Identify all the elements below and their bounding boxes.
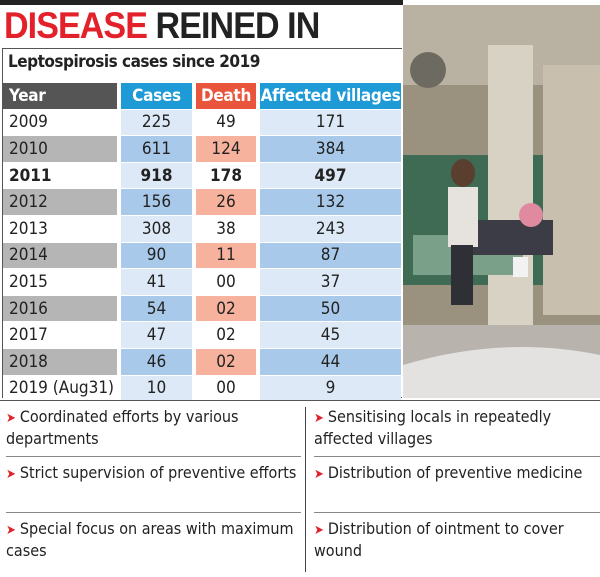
red-arrow-icon: ➤ <box>6 523 16 538</box>
red-arrow-icon: ➤ <box>6 411 16 426</box>
cell-year: 2018 <box>3 348 119 376</box>
measure-item: ➤ Strict supervision of preventive effort… <box>6 457 301 513</box>
measures-right: ➤ Sensitising locals in repeatedly affect… <box>314 401 600 569</box>
red-arrow-icon: ➤ <box>6 467 16 482</box>
cell-villages: 9 <box>256 375 401 403</box>
measure-text: Coordinated efforts by various departmen… <box>6 407 239 448</box>
cell-cases: 41 <box>117 268 194 296</box>
cell-death: 00 <box>192 268 258 296</box>
header-cases: Cases <box>117 83 194 110</box>
header-death: Death <box>192 83 258 110</box>
measure-text: Sensitising locals in repeatedly affecte… <box>314 407 552 448</box>
cell-cases: 90 <box>117 242 194 270</box>
cell-villages: 384 <box>256 135 401 163</box>
table-row: 2015 41 00 37 <box>3 268 401 296</box>
column-divider <box>305 407 306 572</box>
cell-year: 2012 <box>3 188 119 216</box>
cell-death: 38 <box>192 215 258 243</box>
cell-cases: 46 <box>117 348 194 376</box>
cell-cases: 611 <box>117 135 194 163</box>
headline: DISEASE REINED IN <box>4 5 321 46</box>
table-row: 2019 (Aug31) 10 00 9 <box>3 375 401 403</box>
hospital-photo <box>403 5 600 398</box>
table-row: 2016 54 02 50 <box>3 295 401 323</box>
top-rule <box>0 0 403 5</box>
red-arrow-icon: ➤ <box>314 523 324 538</box>
measure-item: ➤ Distribution of preventive medicine <box>314 457 600 513</box>
table-row: 2012 156 26 132 <box>3 188 401 216</box>
table-row: 2014 90 11 87 <box>3 242 401 270</box>
measure-item: ➤ Distribution of ointment to cover wound <box>314 513 600 569</box>
cell-cases: 156 <box>117 188 194 216</box>
cell-death: 02 <box>192 295 258 323</box>
cell-death: 26 <box>192 188 258 216</box>
cases-table: Year Cases Death Affected villages 2009 225 4… <box>3 83 401 403</box>
measure-text: Strict supervision of preventive efforts <box>19 463 297 482</box>
table-row: 2013 308 38 243 <box>3 215 401 243</box>
cell-death: 02 <box>192 348 258 376</box>
table-title: Leptospirosis cases since 2019 <box>8 52 260 72</box>
cell-villages: 44 <box>256 348 401 376</box>
cell-villages: 45 <box>256 321 401 349</box>
cell-death: 49 <box>192 109 258 137</box>
table-row: 2009 225 49 171 <box>3 109 401 137</box>
cell-year: 2013 <box>3 215 119 243</box>
cell-cases: 918 <box>117 162 194 190</box>
table-row: 2010 611 124 384 <box>3 135 401 163</box>
table-row: 2017 47 02 45 <box>3 321 401 349</box>
cell-villages: 497 <box>256 162 401 190</box>
cell-year: 2014 <box>3 242 119 270</box>
cell-villages: 87 <box>256 242 401 270</box>
cell-villages: 132 <box>256 188 401 216</box>
cell-cases: 54 <box>117 295 194 323</box>
cell-year: 2009 <box>3 109 119 137</box>
measure-item: ➤ Sensitising locals in repeatedly affect… <box>314 401 600 457</box>
measures-list: ➤ Coordinated efforts by various departme… <box>0 400 600 577</box>
cell-villages: 171 <box>256 109 401 137</box>
cell-year: 2017 <box>3 321 119 349</box>
cell-death: 178 <box>192 162 258 190</box>
cell-year: 2016 <box>3 295 119 323</box>
cell-year: 2019 (Aug31) <box>3 375 119 403</box>
header-year: Year <box>3 83 119 110</box>
cell-cases: 308 <box>117 215 194 243</box>
cell-year: 2015 <box>3 268 119 296</box>
measure-text: Distribution of ointment to cover wound <box>314 519 564 560</box>
headline-black: REINED IN <box>155 5 321 46</box>
cell-death: 124 <box>192 135 258 163</box>
red-arrow-icon: ➤ <box>314 411 324 426</box>
cell-villages: 243 <box>256 215 401 243</box>
table-row: 2018 46 02 44 <box>3 348 401 376</box>
cell-cases: 47 <box>117 321 194 349</box>
cell-villages: 37 <box>256 268 401 296</box>
measure-item: ➤ Coordinated efforts by various departme… <box>6 401 301 457</box>
header-villages: Affected villages <box>256 83 401 110</box>
red-arrow-icon: ➤ <box>314 467 324 482</box>
measure-text: Special focus on areas with maximum case… <box>6 519 294 560</box>
cell-death: 11 <box>192 242 258 270</box>
cell-cases: 225 <box>117 109 194 137</box>
cell-year: 2011 <box>3 162 119 190</box>
cell-death: 00 <box>192 375 258 403</box>
measures-left: ➤ Coordinated efforts by various departme… <box>6 401 301 569</box>
cell-cases: 10 <box>117 375 194 403</box>
cell-death: 02 <box>192 321 258 349</box>
table-row: 2011 918 178 497 <box>3 162 401 190</box>
measure-text: Distribution of preventive medicine <box>327 463 583 482</box>
headline-red: DISEASE <box>4 5 148 46</box>
table-header: Year Cases Death Affected villages <box>3 83 401 110</box>
cell-year: 2010 <box>3 135 119 163</box>
measure-item: ➤ Special focus on areas with maximum cas… <box>6 513 301 569</box>
cell-villages: 50 <box>256 295 401 323</box>
